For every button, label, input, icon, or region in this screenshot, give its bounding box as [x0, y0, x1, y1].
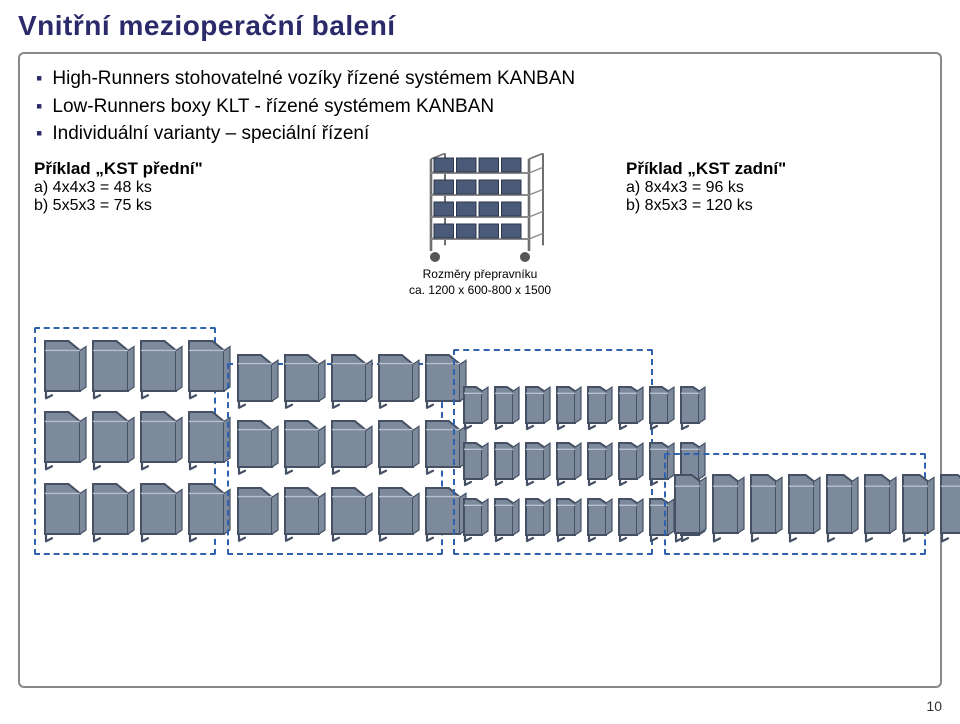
klt-box-icon — [92, 339, 136, 402]
box-row — [237, 486, 433, 545]
klt-box-icon — [237, 353, 280, 412]
slide: Vnitřní mezioperační balení High-Runners… — [0, 0, 960, 724]
klt-box-icon — [556, 497, 583, 545]
box-row — [237, 353, 433, 412]
page-title: Vnitřní mezioperační balení — [0, 0, 960, 46]
klt-box-icon — [525, 497, 552, 545]
box-row — [463, 497, 643, 545]
klt-box-icon — [140, 339, 184, 402]
klt-box-icon — [940, 473, 960, 545]
klt-box-icon — [525, 385, 552, 433]
bullet-item: Individuální varianty – speciální řízení — [36, 121, 926, 147]
klt-box-icon — [284, 419, 327, 478]
cart-caption-1: Rozměry přepravníku — [334, 267, 626, 281]
klt-box-icon — [92, 482, 136, 545]
cart-caption-2: ca. 1200 x 600-800 x 1500 — [334, 283, 626, 297]
klt-box-icon — [92, 410, 136, 473]
klt-box-icon — [140, 410, 184, 473]
bullet-list: High-Runners stohovatelné vozíky řízené … — [36, 66, 926, 147]
klt-box-icon — [680, 385, 707, 433]
klt-box-icon — [188, 410, 232, 473]
klt-box-icon — [463, 441, 490, 489]
klt-box-icon — [463, 385, 490, 433]
klt-box-icon — [331, 353, 374, 412]
klt-box-icon — [587, 441, 614, 489]
box-row — [674, 473, 916, 545]
bullet-item: Low-Runners boxy KLT - řízené systémem K… — [36, 94, 926, 120]
klt-box-icon — [788, 473, 822, 545]
klt-box-icon — [556, 385, 583, 433]
klt-box-icon — [587, 497, 614, 545]
box-row — [44, 339, 206, 402]
back-sub-a: a) 8x4x3 = 96 ks — [626, 179, 926, 197]
content-panel: High-Runners stohovatelné vozíky řízené … — [18, 52, 942, 688]
klt-box-icon — [750, 473, 784, 545]
page-number: 10 — [926, 698, 942, 714]
box-column-back-b — [664, 453, 926, 555]
klt-box-icon — [44, 339, 88, 402]
klt-box-icon — [378, 353, 421, 412]
klt-box-icon — [140, 482, 184, 545]
klt-box-icon — [902, 473, 936, 545]
klt-box-icon — [463, 497, 490, 545]
klt-box-icon — [237, 419, 280, 478]
klt-box-icon — [556, 441, 583, 489]
front-sub-a: a) 4x4x3 = 48 ks — [34, 179, 334, 197]
klt-box-icon — [649, 385, 676, 433]
box-row — [237, 419, 433, 478]
box-column-front-b — [227, 363, 443, 555]
box-row — [463, 385, 643, 433]
klt-box-icon — [494, 385, 521, 433]
bullet-item: High-Runners stohovatelné vozíky řízené … — [36, 66, 926, 92]
back-label-block: Příklad „KST zadní" a) 8x4x3 = 96 ks b) … — [626, 159, 926, 215]
klt-box-icon — [525, 441, 552, 489]
front-sub-b: b) 5x5x3 = 75 ks — [34, 197, 334, 215]
back-header: Příklad „KST zadní" — [626, 159, 926, 179]
back-sub-b: b) 8x5x3 = 120 ks — [626, 197, 926, 215]
klt-box-icon — [284, 353, 327, 412]
klt-box-icon — [188, 339, 232, 402]
klt-box-icon — [378, 419, 421, 478]
klt-box-icon — [331, 486, 374, 545]
klt-box-icon — [826, 473, 860, 545]
klt-box-icon — [618, 385, 645, 433]
box-row — [44, 482, 206, 545]
klt-box-icon — [378, 486, 421, 545]
klt-box-icon — [331, 419, 374, 478]
klt-box-icon — [712, 473, 746, 545]
klt-box-icon — [587, 385, 614, 433]
box-row — [44, 410, 206, 473]
box-column-front-a — [34, 327, 216, 555]
klt-box-icon — [864, 473, 898, 545]
boxes-area — [34, 305, 926, 555]
front-label-block: Příklad „KST přední" a) 4x4x3 = 48 ks b)… — [34, 159, 334, 215]
box-row — [463, 441, 643, 489]
klt-box-icon — [284, 486, 327, 545]
klt-box-icon — [188, 482, 232, 545]
klt-box-icon — [44, 482, 88, 545]
cart-icon — [415, 153, 545, 265]
front-header: Příklad „KST přední" — [34, 159, 334, 179]
klt-box-icon — [674, 473, 708, 545]
klt-box-icon — [618, 497, 645, 545]
labels-row: Příklad „KST přední" a) 4x4x3 = 48 ks b)… — [34, 159, 926, 297]
box-column-back-a — [453, 349, 653, 555]
klt-box-icon — [494, 441, 521, 489]
klt-box-icon — [237, 486, 280, 545]
klt-box-icon — [44, 410, 88, 473]
cart-block: Rozměry přepravníku ca. 1200 x 600-800 x… — [334, 159, 626, 297]
klt-box-icon — [494, 497, 521, 545]
klt-box-icon — [618, 441, 645, 489]
